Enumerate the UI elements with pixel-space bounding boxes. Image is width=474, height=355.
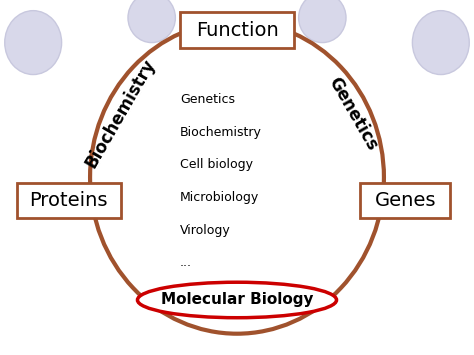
Text: Genes: Genes — [374, 191, 436, 210]
Text: Molecular Biology: Molecular Biology — [161, 293, 313, 307]
Ellipse shape — [5, 11, 62, 75]
Text: Biochemistry: Biochemistry — [82, 56, 159, 171]
Ellipse shape — [128, 0, 175, 43]
Text: Cell biology: Cell biology — [180, 158, 253, 171]
Ellipse shape — [299, 0, 346, 43]
FancyBboxPatch shape — [180, 12, 294, 48]
Text: Proteins: Proteins — [29, 191, 108, 210]
Text: Microbiology: Microbiology — [180, 191, 259, 204]
Text: Genetics: Genetics — [180, 93, 235, 106]
Text: Genetics: Genetics — [325, 74, 381, 153]
Ellipse shape — [412, 11, 469, 75]
Text: Biochemistry: Biochemistry — [180, 126, 262, 138]
Ellipse shape — [137, 282, 337, 318]
Text: Function: Function — [196, 21, 278, 40]
Ellipse shape — [90, 21, 384, 334]
Text: Virology: Virology — [180, 224, 231, 236]
Text: ...: ... — [180, 256, 192, 269]
FancyBboxPatch shape — [360, 183, 450, 218]
FancyBboxPatch shape — [17, 183, 121, 218]
